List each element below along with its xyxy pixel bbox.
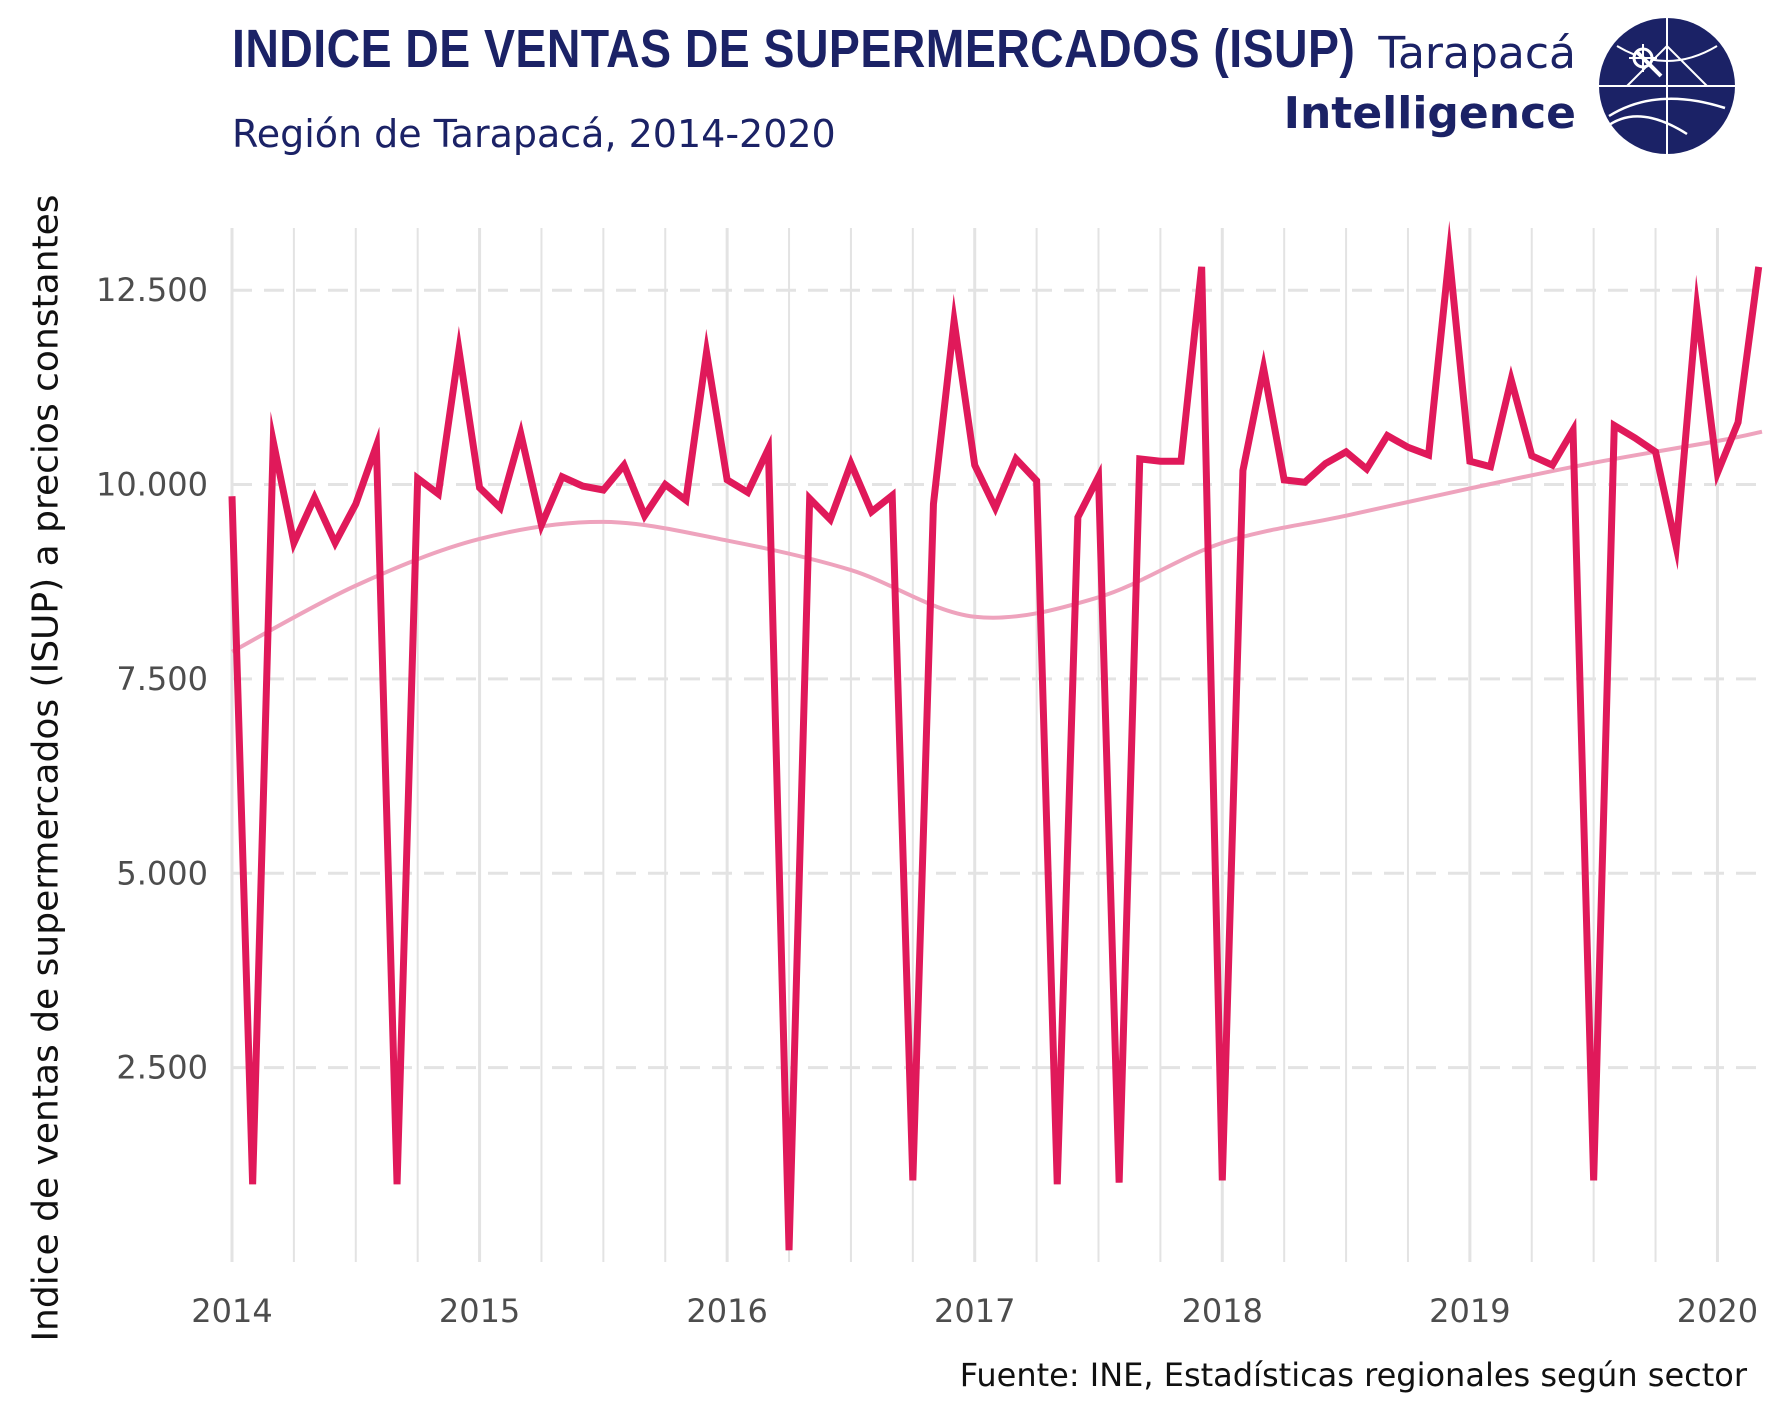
x-tick-label: 2018 — [1182, 1292, 1263, 1330]
y-tick-label: 7.500 — [116, 660, 208, 698]
chart-subtitle: Región de Tarapacá, 2014-2020 — [232, 112, 836, 156]
tick-layer: 2.500 5.000 7.500 10.000 12.500 2014 2015 2016 2… — [96, 271, 1758, 1330]
grid-layer — [230, 228, 1762, 1262]
x-tick-label: 2015 — [439, 1292, 520, 1330]
series-layer — [228, 220, 1763, 1251]
x-tick-label: 2016 — [686, 1292, 767, 1330]
series-line — [228, 220, 1763, 1251]
globe-telescope-logo-icon — [1599, 18, 1735, 154]
brand-name-line1: Tarapacá — [1378, 28, 1576, 79]
x-tick-label: 2019 — [1429, 1292, 1510, 1330]
x-tick-label: 2017 — [934, 1292, 1015, 1330]
y-tick-label: 12.500 — [96, 271, 208, 309]
trend-layer — [231, 429, 1763, 654]
brand-name-line2: Intelligence — [1283, 88, 1576, 139]
y-tick-label: 5.000 — [116, 854, 208, 892]
trend-line — [231, 429, 1763, 654]
y-tick-label: 10.000 — [96, 466, 208, 504]
y-tick-label: 2.500 — [116, 1049, 208, 1087]
source-caption: Fuente: INE, Estadísticas regionales seg… — [959, 1356, 1747, 1394]
x-tick-label: 2020 — [1677, 1292, 1758, 1330]
chart-title: INDICE DE VENTAS DE SUPERMERCADOS (ISUP) — [232, 19, 1356, 79]
x-tick-label: 2014 — [191, 1292, 272, 1330]
